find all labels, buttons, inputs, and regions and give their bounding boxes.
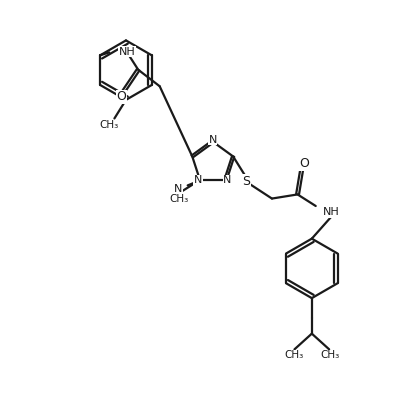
Text: NH: NH — [119, 47, 135, 57]
Text: N: N — [173, 184, 182, 194]
Text: CH₃: CH₃ — [284, 350, 303, 360]
Text: CH₃: CH₃ — [170, 194, 189, 204]
Text: NH: NH — [323, 207, 340, 217]
Text: N: N — [194, 176, 202, 186]
Text: CH₃: CH₃ — [99, 121, 118, 131]
Text: N: N — [209, 135, 217, 145]
Text: O: O — [299, 157, 309, 171]
Text: N: N — [223, 176, 232, 186]
Text: O: O — [116, 90, 126, 103]
Text: CH₃: CH₃ — [320, 350, 339, 360]
Text: S: S — [242, 175, 250, 188]
